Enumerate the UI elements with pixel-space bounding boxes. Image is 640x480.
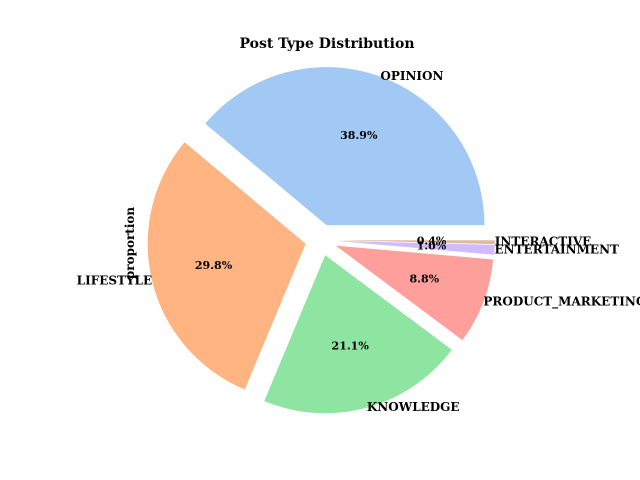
pie-value-label-entertainment: 1.0%	[417, 239, 447, 252]
y-axis-label: proportion	[123, 207, 137, 280]
pie-value-label-interactive: 0.4%	[417, 234, 447, 247]
pie-value-label-knowledge: 21.1%	[332, 340, 370, 353]
pie-value-label-lifestyle: 29.8%	[195, 259, 233, 272]
pie-slice-entertainment	[336, 240, 495, 255]
pie-category-label-opinion: OPINION	[380, 69, 443, 83]
pie-labels: OPINION 38.9% LIFESTYLE 29.8% KNOWLEDGE 21.1%…	[77, 69, 640, 414]
pie-slices	[147, 67, 495, 414]
pie-value-label-opinion: 38.9%	[340, 129, 378, 142]
pie-slice-lifestyle	[147, 142, 306, 390]
pie-value-label-product-marketing: 8.8%	[410, 272, 440, 285]
chart-title: Post Type Distribution	[239, 36, 414, 52]
pie-category-label-entertainment: ENTERTAINMENT	[495, 242, 620, 256]
pie-category-label-knowledge: KNOWLEDGE	[367, 400, 460, 414]
pie-category-label-product-marketing: PRODUCT_MARKETING	[483, 294, 640, 309]
pie-category-label-interactive: INTERACTIVE	[495, 235, 591, 249]
pie-slice-interactive	[336, 240, 495, 245]
pie-slice-opinion	[205, 67, 485, 226]
pie-slice-product-marketing	[335, 245, 494, 341]
pie-slice-knowledge	[264, 255, 452, 414]
pie-category-label-lifestyle: LIFESTYLE	[77, 274, 152, 288]
